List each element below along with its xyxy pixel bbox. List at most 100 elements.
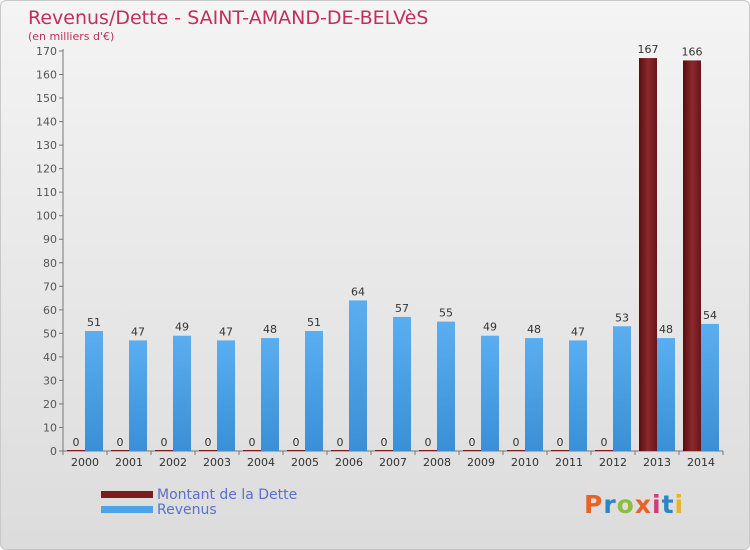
y-tick-label-160: 160 [36,69,57,82]
bar-revenus-2009 [481,335,499,451]
x-tick-label-2002: 2002 [159,456,187,469]
data-label-revenus-2005: 51 [307,316,321,329]
bar-revenus-2004 [261,338,279,451]
y-tick-label-10: 10 [43,421,57,434]
bar-dette-2002 [155,450,173,451]
bar-dette-2013 [639,58,657,451]
data-label-revenus-2001: 47 [131,325,145,338]
bar-dette-2009 [463,450,481,451]
data-label-dette-2006: 0 [337,436,344,449]
data-label-dette-2011: 0 [557,436,564,449]
data-label-revenus-2012: 53 [615,311,629,324]
x-tick-label-2003: 2003 [203,456,231,469]
chart-subtitle: (en milliers d'€) [28,30,115,43]
data-label-revenus-2006: 64 [351,285,365,298]
y-tick-label-40: 40 [43,351,57,364]
data-label-dette-2012: 0 [601,436,608,449]
x-tick-label-2010: 2010 [511,456,539,469]
chart-legend: Montant de la Dette Revenus [101,486,298,518]
data-label-dette-2010: 0 [513,436,520,449]
data-label-dette-2008: 0 [425,436,432,449]
bar-revenus-2014 [701,323,719,451]
data-label-revenus-2002: 49 [175,321,189,334]
proxiti-logo: Proxiti [584,490,685,519]
legend-swatch-dette [101,491,153,498]
data-label-dette-2014: 166 [682,45,703,58]
y-tick-label-120: 120 [36,163,57,176]
data-label-revenus-2004: 48 [263,323,277,336]
x-tick-label-2008: 2008 [423,456,451,469]
y-tick-label-140: 140 [36,116,57,129]
x-tick-label-2009: 2009 [467,456,495,469]
x-tick-label-2011: 2011 [555,456,583,469]
bar-revenus-2008 [437,321,455,451]
y-tick-label-30: 30 [43,374,57,387]
x-tick-label-2004: 2004 [247,456,275,469]
data-label-revenus-2003: 47 [219,325,233,338]
data-label-revenus-2008: 55 [439,307,453,320]
bar-revenus-2003 [217,340,235,451]
y-tick-label-60: 60 [43,304,57,317]
x-tick-label-2014: 2014 [687,456,715,469]
data-label-dette-2004: 0 [249,436,256,449]
bar-dette-2012 [595,450,613,451]
y-tick-label-20: 20 [43,398,57,411]
x-tick-label-2001: 2001 [115,456,143,469]
bar-revenus-2001 [129,340,147,451]
data-label-dette-2001: 0 [117,436,124,449]
bar-dette-2011 [551,450,569,451]
bar-dette-2010 [507,450,525,451]
bar-dette-2014 [683,60,701,451]
y-tick-label-90: 90 [43,233,57,246]
bar-revenus-2007 [393,316,411,451]
data-label-dette-2009: 0 [469,436,476,449]
bar-dette-2001 [111,450,129,451]
bar-revenus-2005 [305,331,323,451]
bar-dette-2004 [243,450,261,451]
data-label-revenus-2014: 54 [703,309,717,322]
y-tick-label-100: 100 [36,210,57,223]
y-tick-label-130: 130 [36,139,57,152]
data-label-revenus-2000: 51 [87,316,101,329]
x-tick-label-2012: 2012 [599,456,627,469]
data-label-revenus-2011: 47 [571,325,585,338]
bar-revenus-2010 [525,338,543,451]
y-tick-label-50: 50 [43,327,57,340]
legend-swatch-revenus [101,506,153,513]
x-tick-label-2006: 2006 [335,456,363,469]
data-label-revenus-2010: 48 [527,323,541,336]
y-tick-label-150: 150 [36,92,57,105]
data-label-dette-2005: 0 [293,436,300,449]
y-tick-label-70: 70 [43,280,57,293]
bar-dette-2006 [331,450,349,451]
bar-revenus-2002 [173,335,191,451]
bar-dette-2007 [375,450,393,451]
x-tick-label-2005: 2005 [291,456,319,469]
y-tick-label-0: 0 [50,445,57,458]
bar-revenus-2013 [657,338,675,451]
legend-item-dette: Montant de la Dette [101,486,298,503]
data-label-revenus-2013: 48 [659,323,673,336]
bar-revenus-2012 [613,326,631,451]
bar-dette-2000 [67,450,85,451]
y-tick-label-170: 170 [36,45,57,58]
legend-label-dette: Montant de la Dette [157,486,298,503]
bar-dette-2003 [199,450,217,451]
data-label-revenus-2007: 57 [395,302,409,315]
x-tick-label-2007: 2007 [379,456,407,469]
legend-item-revenus: Revenus [101,501,297,518]
bar-revenus-2000 [85,331,103,451]
data-label-dette-2007: 0 [381,436,388,449]
data-label-revenus-2009: 49 [483,321,497,334]
bar-revenus-2011 [569,340,587,451]
y-tick-label-80: 80 [43,257,57,270]
data-label-dette-2003: 0 [205,436,212,449]
x-tick-label-2000: 2000 [71,456,99,469]
legend-label-revenus: Revenus [157,501,217,518]
bar-revenus-2006 [349,300,367,451]
bar-dette-2005 [287,450,305,451]
bar-dette-2008 [419,450,437,451]
data-label-dette-2013: 167 [638,43,659,56]
